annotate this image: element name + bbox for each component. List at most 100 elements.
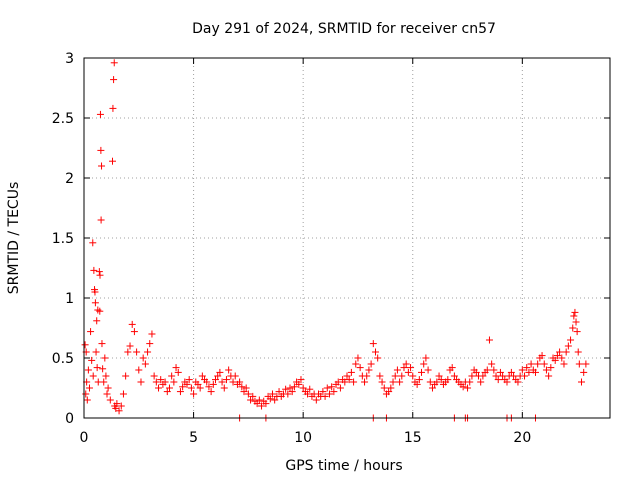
data-point (459, 383, 467, 391)
data-point (562, 348, 570, 356)
data-point (466, 378, 474, 386)
data-point (334, 378, 342, 386)
data-point (582, 360, 590, 368)
x-tick-label: 5 (189, 430, 198, 446)
data-point (361, 378, 369, 386)
data-point (345, 376, 353, 384)
data-point (218, 378, 226, 386)
data-point (88, 356, 96, 364)
x-tick-label: 20 (513, 430, 531, 446)
y-tick-label: 1.5 (52, 231, 74, 247)
data-point (477, 378, 485, 386)
data-point (141, 360, 149, 368)
data-point (545, 372, 553, 380)
data-point (542, 366, 550, 374)
data-point (242, 384, 250, 392)
data-point (240, 388, 248, 396)
y-tick-label: 2 (65, 171, 74, 187)
data-point (133, 348, 141, 356)
data-point (578, 378, 586, 386)
grid-lines (84, 58, 610, 418)
data-point (229, 378, 237, 386)
data-point (110, 59, 118, 67)
data-point (363, 372, 371, 380)
data-point (488, 360, 496, 368)
data-point (165, 384, 173, 392)
data-point (409, 372, 417, 380)
data-point (84, 366, 92, 374)
data-point (341, 378, 349, 386)
data-point (85, 384, 93, 392)
data-point (284, 390, 292, 398)
data-point (420, 360, 428, 368)
y-axis-label: SRMTID / TECUs (6, 182, 22, 295)
data-point (560, 360, 568, 368)
data-point (262, 400, 270, 408)
data-point (304, 390, 312, 398)
data-point (91, 288, 99, 296)
data-point (485, 336, 493, 344)
data-point (391, 372, 399, 380)
data-point (492, 372, 500, 380)
data-point (282, 385, 290, 393)
data-point (176, 388, 184, 396)
data-point (288, 388, 296, 396)
data-point (428, 384, 436, 392)
data-point (328, 383, 336, 391)
data-point (297, 376, 305, 384)
data-point (448, 364, 456, 372)
data-point (343, 372, 351, 380)
data-point (161, 378, 169, 386)
data-point (426, 378, 434, 386)
data-point (380, 384, 388, 392)
data-point (150, 372, 158, 380)
data-point (128, 320, 136, 328)
data-point (97, 146, 105, 154)
data-point (306, 385, 314, 393)
x-tick-label: 15 (404, 430, 422, 446)
data-point (321, 392, 329, 400)
data-point (231, 372, 239, 380)
data-point (172, 364, 180, 372)
data-point (119, 390, 127, 398)
data-point (96, 271, 104, 279)
data-point (312, 396, 320, 404)
data-point (157, 376, 165, 384)
data-point (444, 376, 452, 384)
data-point (540, 360, 548, 368)
data-point (468, 372, 476, 380)
data-point (290, 383, 298, 391)
data-point (527, 360, 535, 368)
data-point (547, 364, 555, 372)
data-point (574, 348, 582, 356)
data-point (571, 308, 579, 316)
data-point (115, 407, 123, 415)
data-point (538, 352, 546, 360)
data-point (187, 384, 195, 392)
data-point (350, 378, 358, 386)
data-point (404, 368, 412, 376)
data-point (222, 376, 230, 384)
x-axis-label: GPS time / hours (285, 458, 402, 474)
data-point (521, 372, 529, 380)
data-point (212, 376, 219, 384)
data-point (490, 366, 498, 374)
data-point (299, 384, 307, 392)
y-tick-label: 3 (65, 51, 74, 67)
data-point (570, 312, 578, 320)
data-point (371, 348, 379, 356)
data-point (479, 372, 487, 380)
data-point (402, 360, 410, 368)
data-point (268, 390, 276, 398)
data-point (96, 110, 104, 118)
data-point (110, 76, 118, 84)
data-point (87, 328, 95, 336)
data-point (108, 157, 116, 165)
data-point (514, 378, 522, 386)
data-point (575, 360, 583, 368)
data-point (96, 307, 104, 315)
data-point (374, 354, 382, 362)
data-point (433, 378, 441, 386)
data-point (352, 360, 360, 368)
data-point (367, 360, 375, 368)
